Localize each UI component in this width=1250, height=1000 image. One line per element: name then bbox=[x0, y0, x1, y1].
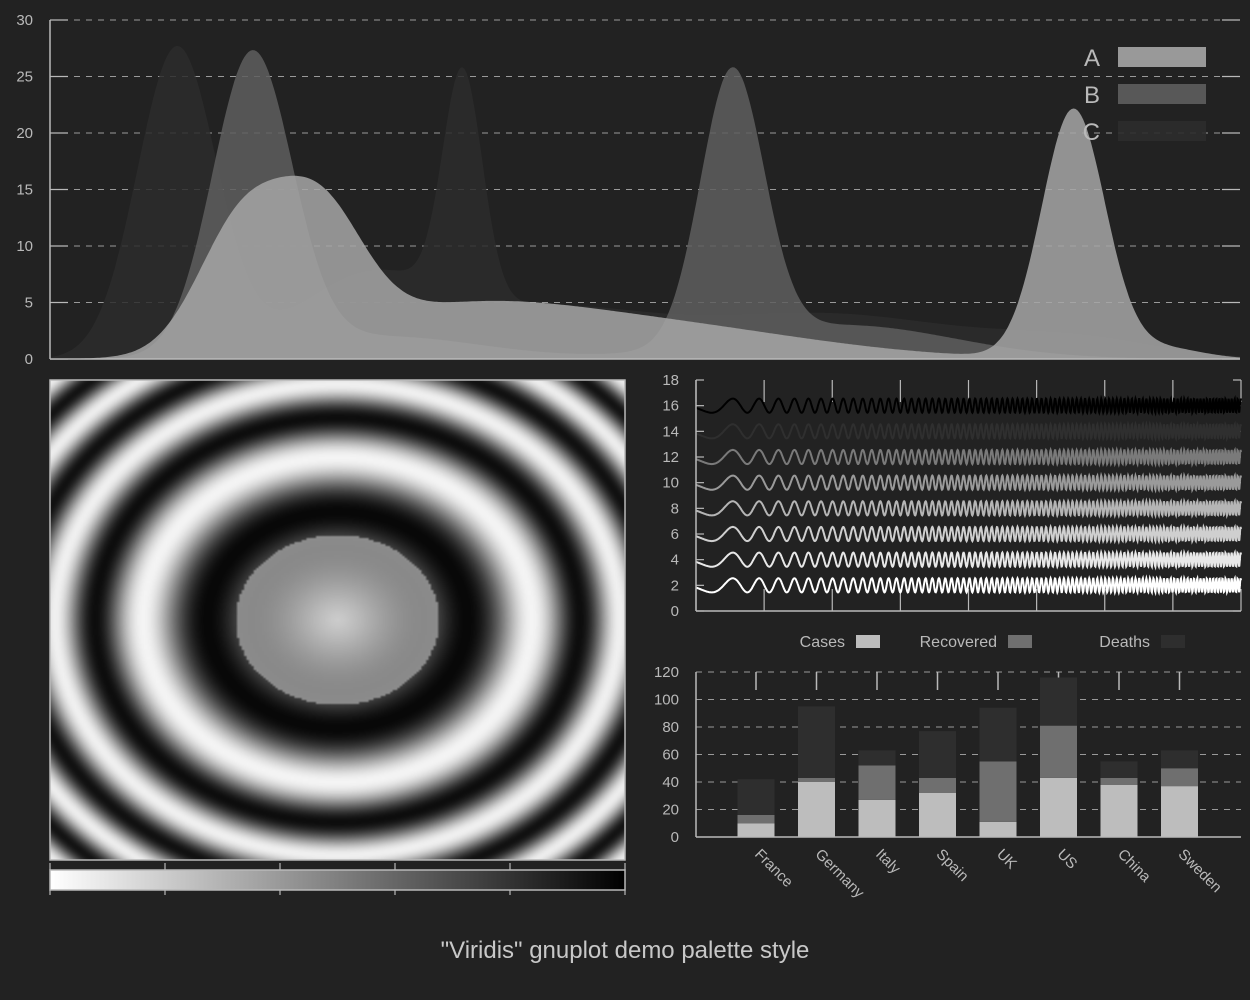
bar-cases bbox=[1100, 784, 1138, 837]
bar-cases bbox=[798, 782, 835, 837]
heatmap-border bbox=[49, 379, 626, 861]
line-series-6 bbox=[695, 523, 1242, 545]
y-tick-label: 18 bbox=[662, 372, 679, 389]
legend-swatch bbox=[1008, 635, 1032, 648]
legend-swatch bbox=[1118, 47, 1206, 67]
x-tick-label: UK bbox=[993, 846, 1020, 873]
x-tick-label: France bbox=[751, 846, 796, 891]
y-tick-label: 8 bbox=[671, 500, 679, 517]
y-tick-label: 40 bbox=[662, 774, 679, 791]
bar-recovered bbox=[979, 761, 1017, 822]
line-series-12 bbox=[695, 446, 1242, 468]
y-tick-label: 80 bbox=[662, 719, 679, 736]
y-tick-label: 25 bbox=[16, 69, 33, 86]
y-tick-label: 2 bbox=[671, 577, 679, 594]
stacked-bar-chart: 0 20 40 60 80 100 120 France Germany Italy Spain UK… bbox=[654, 634, 1241, 902]
bar-cases bbox=[737, 823, 775, 837]
legend-swatch bbox=[1118, 84, 1206, 104]
line-series-16 bbox=[695, 394, 1242, 417]
bar-deaths bbox=[979, 707, 1017, 762]
legend-label: C bbox=[1083, 119, 1100, 146]
y-tick-label: 60 bbox=[662, 747, 679, 764]
y-tick-label: 4 bbox=[671, 552, 679, 569]
bar-deaths bbox=[858, 750, 896, 766]
legend-swatch bbox=[856, 635, 880, 648]
x-tick-label: Germany bbox=[812, 846, 868, 902]
bar-deaths bbox=[737, 779, 775, 815]
legend-label: A bbox=[1084, 45, 1100, 72]
bar-cases bbox=[979, 821, 1017, 837]
colorbar bbox=[49, 869, 626, 891]
y-tick-label: 0 bbox=[25, 351, 33, 368]
y-tick-label: 6 bbox=[671, 526, 679, 543]
x-tick-label: China bbox=[1114, 846, 1154, 886]
y-tick-label: 30 bbox=[16, 12, 33, 29]
bar-recovered bbox=[1161, 768, 1198, 787]
y-tick-label: 10 bbox=[662, 475, 679, 492]
x-tick-label: US bbox=[1054, 846, 1081, 873]
area-chart: 0 5 10 15 20 25 30 ABC bbox=[16, 12, 1240, 368]
y-tick-label: 100 bbox=[654, 692, 679, 709]
line-series-4 bbox=[695, 548, 1242, 571]
bar-cases bbox=[1040, 777, 1077, 837]
y-tick-label: 15 bbox=[16, 182, 33, 199]
heatmap-image bbox=[50, 380, 625, 860]
legend-label: Cases bbox=[800, 634, 845, 651]
line-series-2 bbox=[695, 574, 1242, 597]
y-tick-label: 0 bbox=[671, 603, 679, 620]
legend-label: Deaths bbox=[1099, 634, 1150, 651]
heatmap-chart bbox=[49, 379, 626, 895]
bar-recovered bbox=[858, 765, 896, 800]
y-tick-label: 5 bbox=[25, 295, 33, 312]
legend-label: Recovered bbox=[920, 634, 997, 651]
bar-cases bbox=[919, 793, 956, 837]
y-tick-label: 0 bbox=[671, 829, 679, 846]
x-tick-label: Spain bbox=[933, 846, 972, 885]
legend-swatch bbox=[1118, 121, 1206, 141]
area-series-a bbox=[50, 108, 1240, 359]
line-series-14 bbox=[695, 420, 1242, 443]
bar-recovered bbox=[1100, 777, 1138, 785]
bar-deaths bbox=[1100, 761, 1138, 778]
y-tick-label: 10 bbox=[16, 238, 33, 255]
line-series-8 bbox=[695, 497, 1242, 520]
line-chart: 0 2 4 6 8 10 12 14 16 18 bbox=[662, 372, 1242, 620]
legend-swatch bbox=[1161, 635, 1185, 648]
bar-deaths bbox=[919, 731, 956, 778]
y-tick-label: 20 bbox=[662, 802, 679, 819]
y-tick-label: 12 bbox=[662, 449, 679, 466]
y-tick-label: 120 bbox=[654, 664, 679, 681]
bar-recovered bbox=[919, 777, 956, 793]
bar-cases bbox=[1161, 786, 1198, 837]
y-tick-label: 16 bbox=[662, 398, 679, 415]
x-tick-label: Italy bbox=[872, 846, 904, 878]
y-tick-label: 14 bbox=[662, 423, 679, 440]
legend-label: B bbox=[1084, 82, 1100, 109]
figure-title: "Viridis" gnuplot demo palette style bbox=[441, 937, 810, 964]
bar-deaths bbox=[798, 706, 835, 778]
bar-recovered bbox=[1040, 725, 1077, 778]
y-tick-label: 20 bbox=[16, 125, 33, 142]
bar-recovered bbox=[798, 777, 835, 782]
bar-recovered bbox=[737, 815, 775, 824]
x-tick-label: Sweden bbox=[1175, 846, 1225, 896]
bar-cases bbox=[858, 799, 896, 837]
bar-deaths bbox=[1040, 677, 1077, 726]
line-series-10 bbox=[695, 471, 1242, 494]
bar-deaths bbox=[1161, 750, 1198, 769]
